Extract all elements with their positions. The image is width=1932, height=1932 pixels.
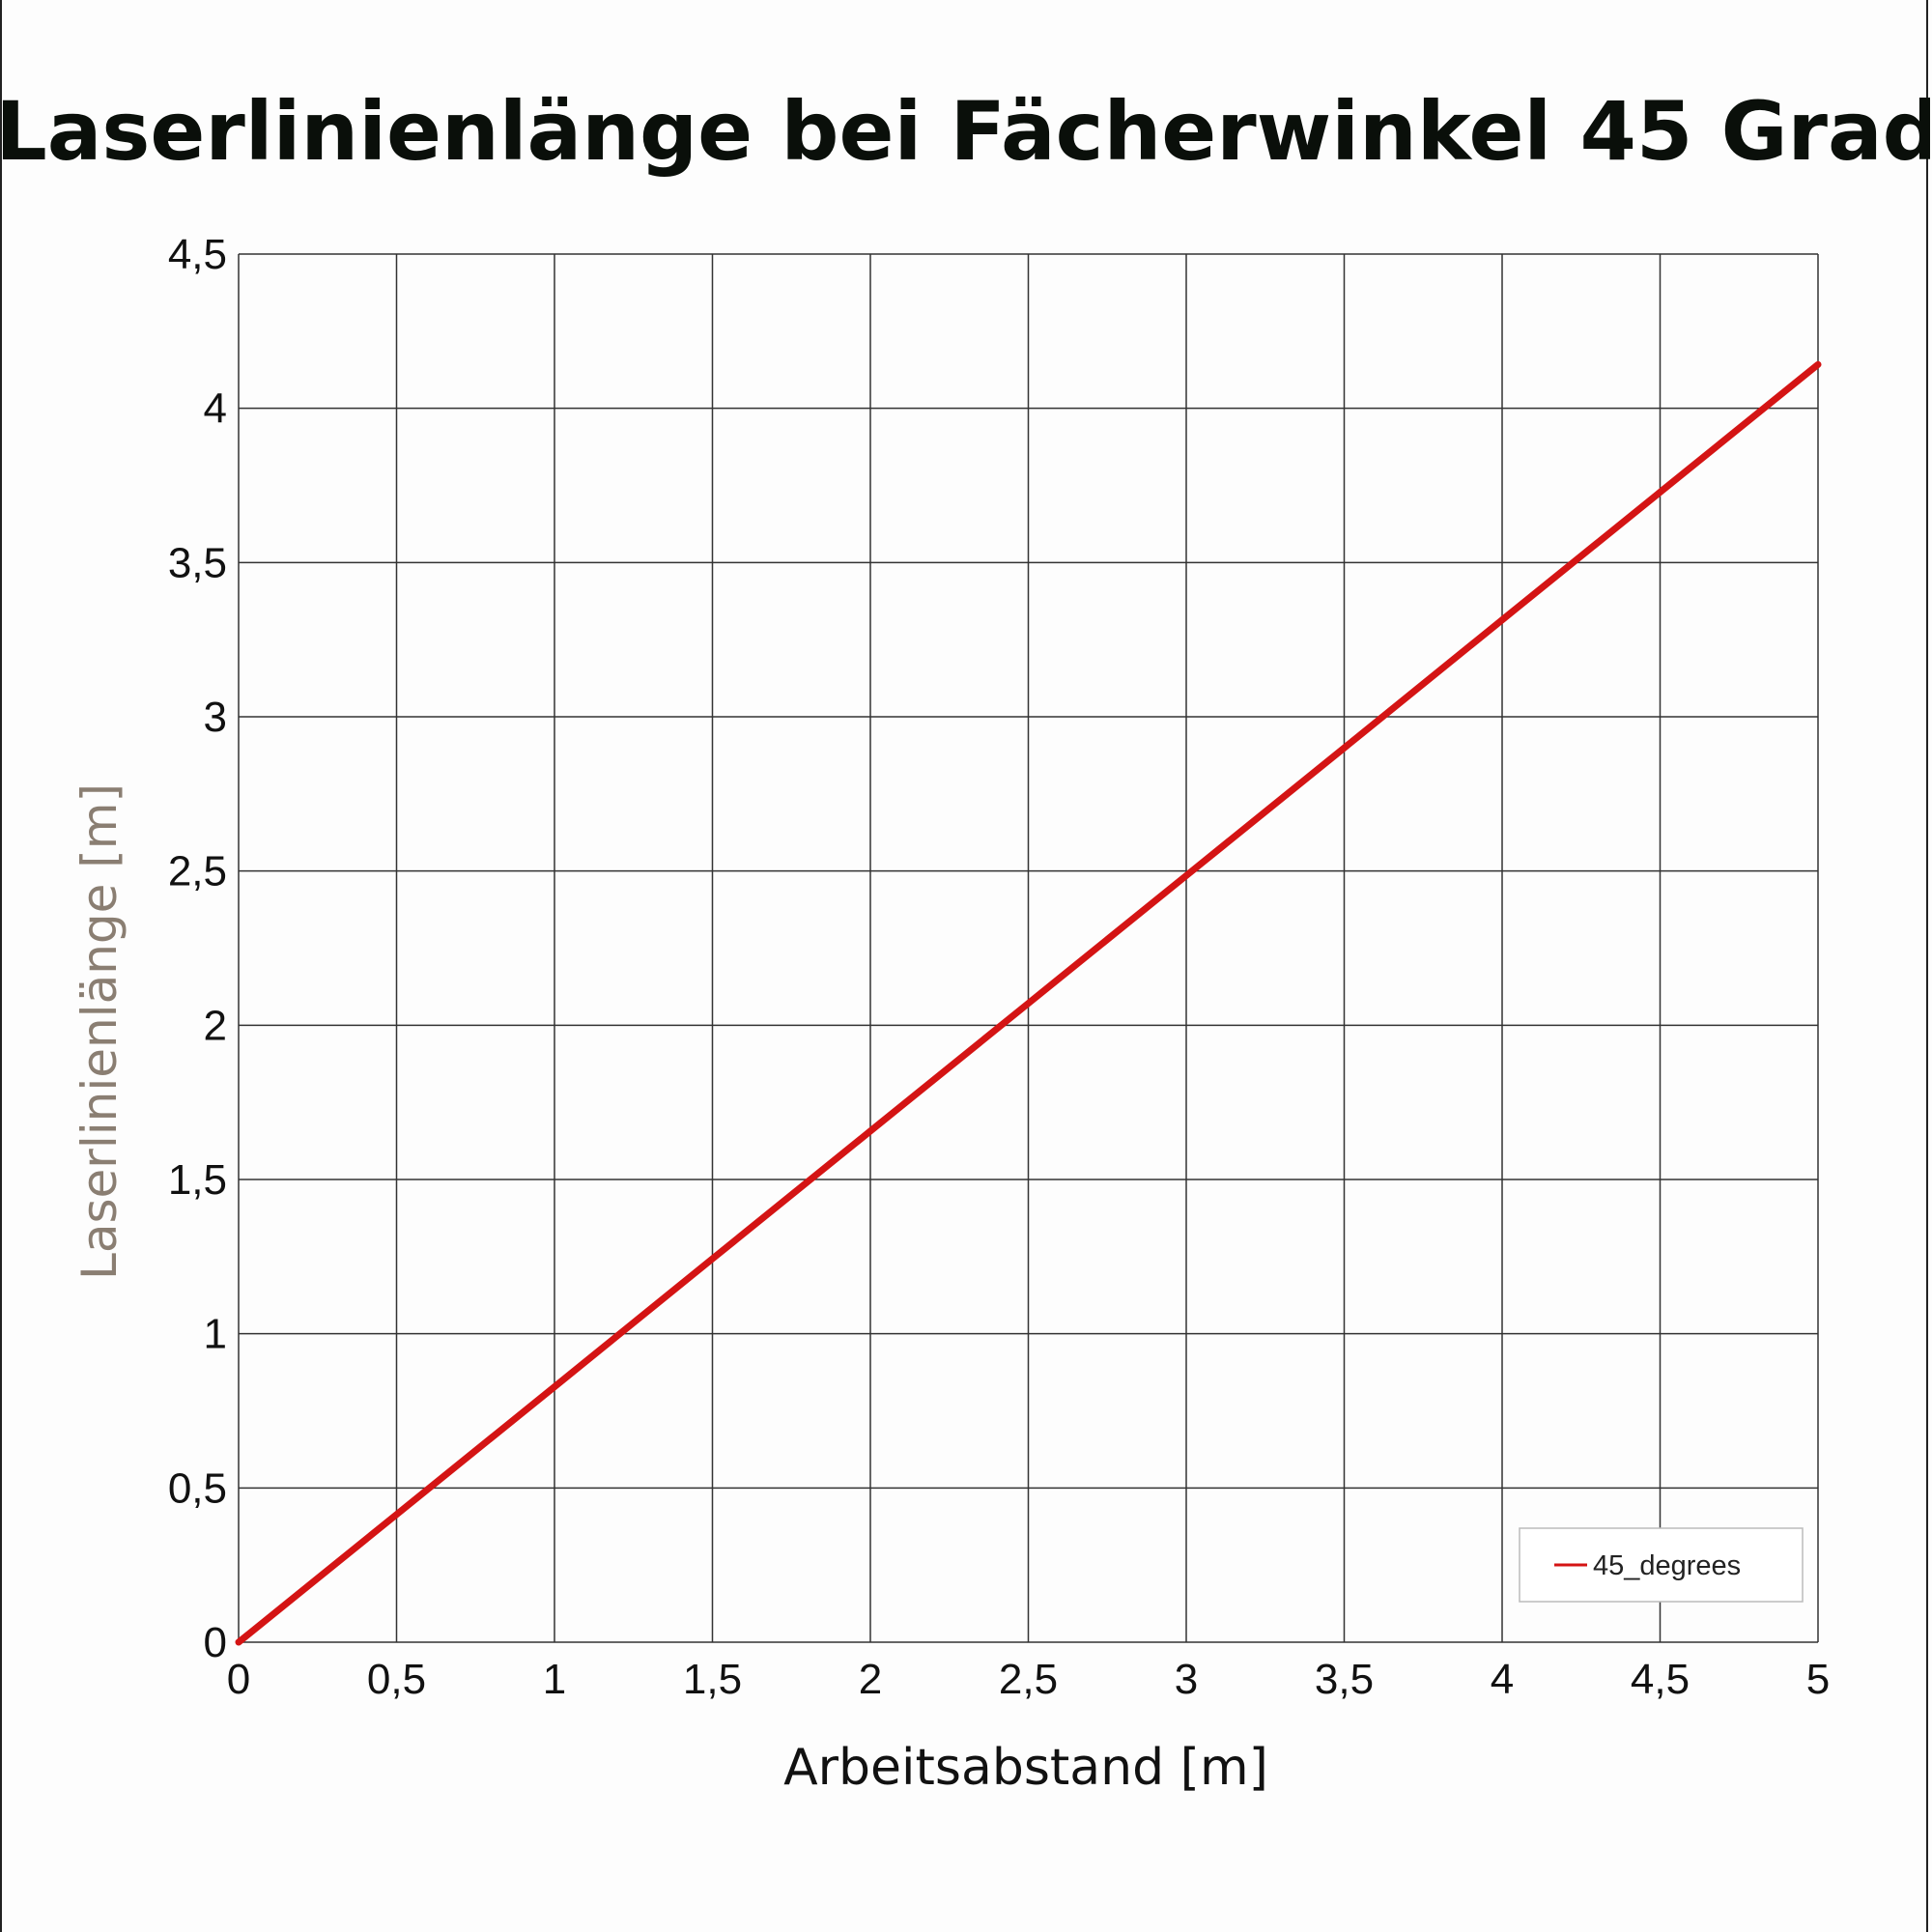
- y-tick-label: 1,5: [168, 1156, 227, 1204]
- y-tick-label: 4: [204, 385, 227, 433]
- x-tick-label: 0,5: [367, 1656, 426, 1703]
- y-tick-label: 3,5: [168, 539, 227, 586]
- legend-label: 45_degrees: [1593, 1550, 1741, 1581]
- x-tick-label: 0: [227, 1656, 250, 1703]
- x-tick-label: 3,5: [1315, 1656, 1374, 1703]
- grid-lines: [238, 253, 1819, 1643]
- x-axis-label: Arbeitsabstand [m]: [783, 1739, 1268, 1797]
- y-tick-labels: 0 0,5 1 1,5 2 2,5 3 3,5 4 4,5: [168, 231, 227, 1666]
- y-tick-label: 0: [204, 1619, 227, 1666]
- legend: 45_degrees: [1519, 1527, 1804, 1603]
- x-tick-label: 1,5: [683, 1656, 742, 1703]
- y-tick-label: 3: [204, 694, 227, 741]
- chart-title: Laserlinienlänge bei Fächerwinkel 45 Gra…: [2, 84, 1930, 179]
- y-tick-label: 0,5: [168, 1464, 227, 1512]
- x-tick-label: 5: [1806, 1656, 1830, 1703]
- x-tick-label: 3: [1175, 1656, 1198, 1703]
- y-tick-label: 4,5: [168, 231, 227, 278]
- x-tick-label: 2: [859, 1656, 882, 1703]
- x-tick-labels: 0 0,5 1 1,5 2 2,5 3 3,5 4 4,5 5: [227, 1656, 1830, 1703]
- y-tick-label: 1: [204, 1311, 227, 1358]
- x-tick-label: 1: [543, 1656, 566, 1703]
- y-tick-label: 2,5: [168, 848, 227, 895]
- series-layer: [235, 360, 1822, 1646]
- series-line-45-degrees: [235, 360, 1822, 1646]
- x-tick-label: 4: [1491, 1656, 1514, 1703]
- x-tick-label: 2,5: [999, 1656, 1058, 1703]
- y-tick-label: 2: [204, 1002, 227, 1049]
- y-axis-label: Laserlinienlänge [m]: [71, 783, 128, 1280]
- x-tick-label: 4,5: [1631, 1656, 1690, 1703]
